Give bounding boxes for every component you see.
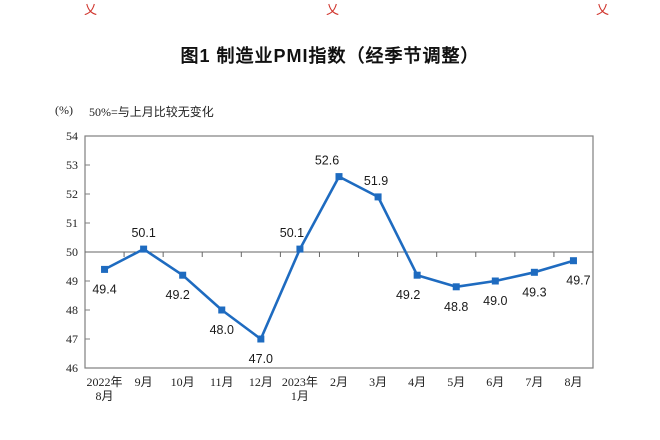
data-point-marker	[530, 268, 538, 276]
y-tick-label: 46	[66, 361, 78, 375]
axis-note-row: (%) 50%=与上月比较无变化	[55, 103, 214, 120]
y-tick-label: 50	[66, 245, 78, 259]
x-tick-label: 4月	[408, 375, 426, 389]
reference-note-label: 50%=与上月比较无变化	[89, 105, 214, 119]
data-point-label: 50.1	[131, 226, 155, 240]
data-point-marker	[413, 271, 421, 279]
broken-image-icon: 乂	[596, 2, 610, 17]
data-point-marker	[140, 245, 148, 253]
y-tick-label: 47	[66, 332, 78, 346]
x-tick-label: 3月	[369, 375, 387, 389]
data-point-marker	[335, 173, 343, 181]
y-tick-label: 51	[66, 216, 78, 230]
data-point-label: 50.1	[280, 226, 304, 240]
data-point-marker	[101, 265, 109, 273]
x-tick-label: 5月	[447, 375, 465, 389]
data-point-marker	[452, 283, 460, 291]
broken-image-icon: 乂	[326, 2, 340, 17]
data-point-label: 48.0	[210, 323, 234, 337]
y-tick-label: 52	[66, 187, 78, 201]
x-tick-label: 12月	[249, 375, 273, 389]
x-tick-label: 10月	[171, 375, 195, 389]
y-axis-unit-label: (%)	[55, 103, 73, 117]
x-tick-label: 2023年	[282, 375, 318, 389]
y-tick-label: 48	[66, 303, 78, 317]
data-point-label: 48.8	[444, 300, 468, 314]
data-point-label: 49.0	[483, 294, 507, 308]
x-tick-label: 9月	[135, 375, 153, 389]
x-tick-label: 8月	[96, 389, 114, 403]
data-point-label: 49.7	[566, 274, 590, 288]
broken-image-icon: 乂	[84, 2, 98, 17]
data-point-label: 49.2	[396, 288, 420, 302]
y-tick-label: 53	[66, 158, 78, 172]
data-point-marker	[218, 306, 226, 314]
x-tick-label: 11月	[210, 375, 234, 389]
data-point-marker	[569, 257, 577, 265]
data-point-label: 49.3	[522, 285, 546, 299]
x-tick-label: 7月	[525, 375, 543, 389]
x-tick-label: 6月	[486, 375, 504, 389]
data-point-label: 47.0	[249, 352, 273, 366]
data-point-label: 52.6	[315, 154, 339, 168]
chart-title: 图1 制造业PMI指数（经季节调整）	[180, 46, 480, 66]
data-point-marker	[257, 335, 265, 343]
data-point-marker	[179, 271, 187, 279]
y-tick-label: 54	[66, 129, 78, 143]
x-tick-label: 2月	[330, 375, 348, 389]
data-point-label: 49.4	[92, 282, 116, 296]
pmi-series-line	[103, 175, 574, 341]
data-point-label: 49.2	[166, 288, 190, 302]
x-tick-label: 2022年	[87, 375, 123, 389]
data-point-marker	[374, 193, 382, 201]
data-point-label: 51.9	[364, 174, 388, 188]
y-tick-label: 49	[66, 274, 78, 288]
data-point-marker	[491, 277, 499, 285]
data-point-marker	[296, 245, 304, 253]
x-tick-label: 8月	[564, 375, 582, 389]
x-tick-label: 1月	[291, 389, 309, 403]
